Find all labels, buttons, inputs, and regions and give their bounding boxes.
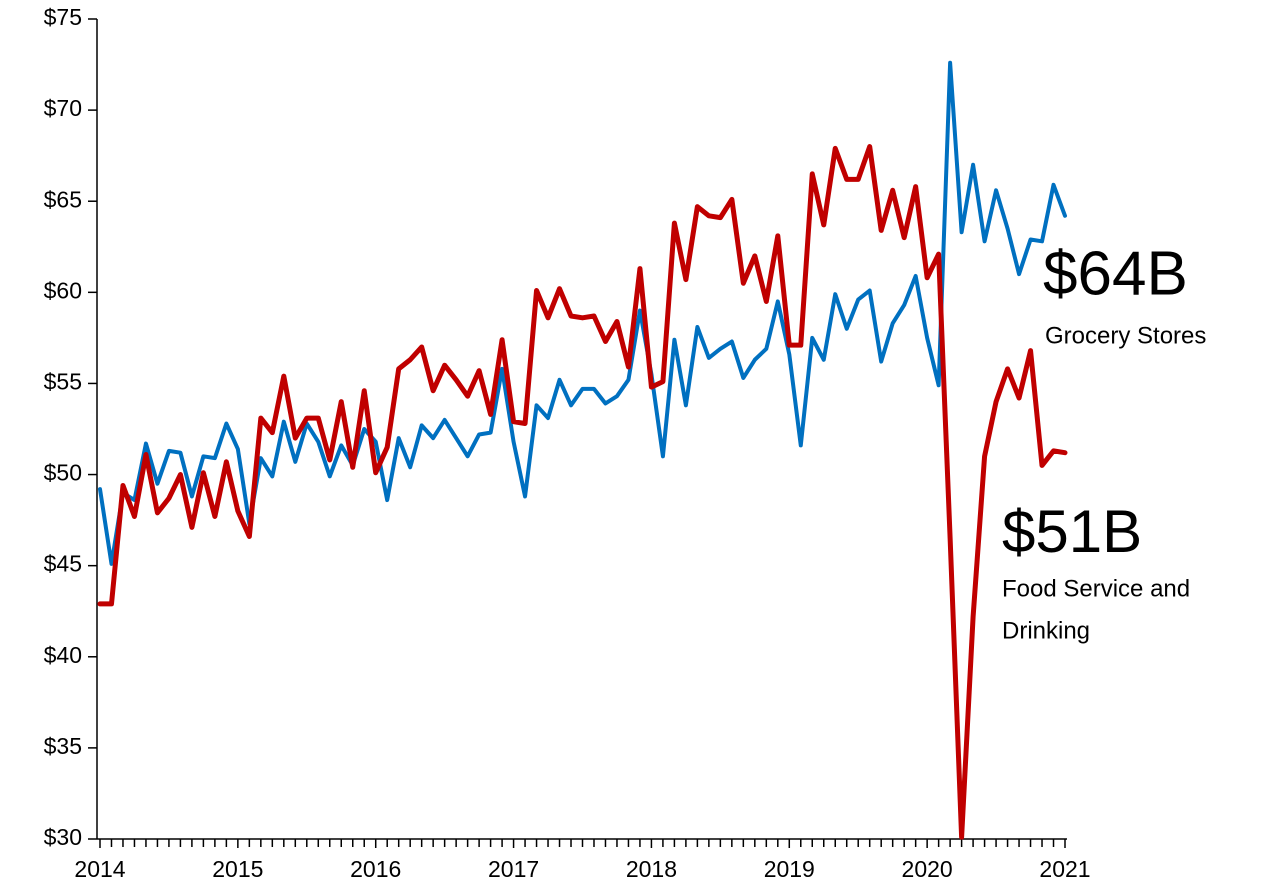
x-tick-label: 2020 <box>902 856 953 882</box>
annotation-value: $64B <box>1043 239 1188 308</box>
annotation-label: Grocery Stores <box>1045 322 1206 349</box>
y-tick-label: $75 <box>44 4 82 30</box>
annotation-label: Drinking <box>1002 617 1090 644</box>
x-tick-label: 2021 <box>1039 856 1090 882</box>
x-tick-label: 2018 <box>626 856 677 882</box>
series-line <box>98 60 1067 566</box>
y-tick-label: $30 <box>44 824 82 850</box>
y-tick-label: $60 <box>44 277 82 303</box>
y-tick-label: $65 <box>44 186 82 212</box>
y-tick-label: $40 <box>44 642 82 668</box>
y-tick-label: $35 <box>44 733 82 759</box>
y-tick-label: $50 <box>44 460 82 486</box>
y-tick-label: $55 <box>44 369 82 395</box>
x-tick-label: 2019 <box>764 856 815 882</box>
y-tick-label: $70 <box>44 95 82 121</box>
x-tick-label: 2016 <box>350 856 401 882</box>
x-tick-label: 2014 <box>74 856 125 882</box>
annotation-value: $51B <box>1002 498 1142 565</box>
x-tick-label: 2017 <box>488 856 539 882</box>
x-tick-label: 2015 <box>212 856 263 882</box>
series-line <box>97 144 1068 840</box>
annotation-label: Food Service and <box>1002 575 1190 602</box>
y-tick-label: $45 <box>44 551 82 577</box>
